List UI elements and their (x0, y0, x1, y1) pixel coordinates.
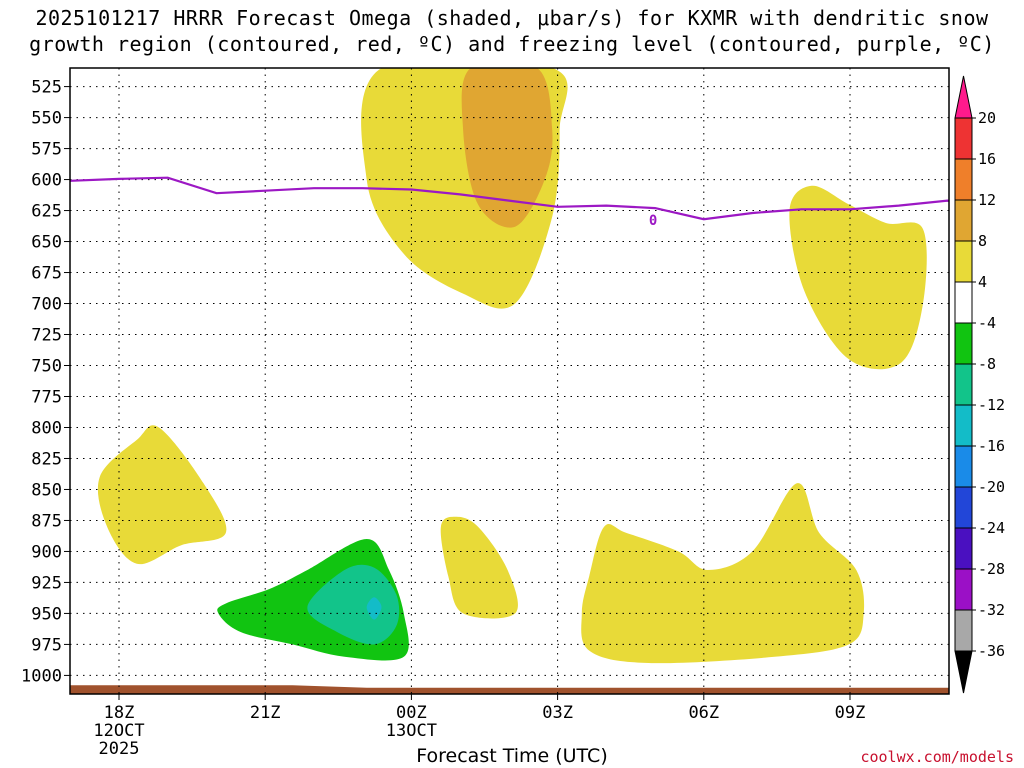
colorbar-segment-6 (954, 322, 973, 365)
y-tick-label-850: 850 (31, 480, 62, 500)
y-tick-label-925: 925 (31, 573, 62, 593)
omega-region-4-2 (789, 185, 927, 370)
y-tick-label-950: 950 (31, 604, 62, 624)
x-tick-label-21Z-0: 21Z (250, 703, 281, 723)
y-tick-label-600: 600 (31, 171, 62, 191)
x-tick-label-18Z-1: 12OCT (93, 721, 144, 741)
colorbar-label-7: -12 (978, 396, 1005, 414)
omega-region-4-9 (440, 516, 518, 619)
colorbar-label-2: 12 (978, 191, 996, 209)
colorbar-label-12: -32 (978, 601, 1005, 619)
y-tick-label-625: 625 (31, 202, 62, 222)
y-tick-label-875: 875 (31, 511, 62, 531)
gridlines (70, 68, 949, 694)
colorbar-segment-3 (954, 199, 973, 242)
y-tick-label-750: 750 (31, 357, 62, 377)
colorbar-segment-5 (954, 281, 973, 324)
colorbar-segment-8 (954, 404, 973, 447)
y-tick-label-900: 900 (31, 542, 62, 562)
colorbar-top-arrow (954, 75, 973, 119)
omega-region-neg8-7 (307, 564, 400, 645)
omega-region-4-5 (97, 425, 227, 565)
freezing-level-layer: 0 (70, 176, 949, 229)
x-tick-label-06Z-0: 06Z (688, 703, 719, 723)
site-credit: coolwx.com/models (860, 748, 1014, 766)
freezing-level-label: 0 (649, 213, 657, 229)
omega-region-neg12-8 (366, 597, 382, 620)
x-tick-label-03Z-0: 03Z (542, 703, 573, 723)
x-tick-label-18Z-0: 18Z (104, 703, 135, 723)
colorbar-label-1: 16 (978, 150, 996, 168)
x-tick-label-18Z-2: 2025 (99, 739, 140, 759)
colorbar-label-11: -28 (978, 560, 1005, 578)
omega-fields (70, 68, 949, 694)
colorbar-label-10: -24 (978, 519, 1005, 537)
y-tick-label-800: 800 (31, 418, 62, 438)
colorbar-segment-7 (954, 363, 973, 406)
colorbar-label-5: -4 (978, 314, 996, 332)
y-tick-label-975: 975 (31, 635, 62, 655)
colorbar-label-0: 20 (978, 109, 996, 127)
colorbar: 20 16 12 8 4 -4 -8 -12 -16 -20 -24 -28 -32 -36 (954, 75, 1005, 694)
y-tick-label-725: 725 (31, 326, 62, 346)
colorbar-segment-9 (954, 445, 973, 488)
colorbar-label-8: -16 (978, 437, 1005, 455)
omega-region-4-10 (581, 483, 865, 664)
y-tick-label-525: 525 (31, 78, 62, 98)
colorbar-label-13: -36 (978, 642, 1005, 660)
colorbar-bottom-arrow (954, 650, 973, 694)
x-tick-label-00Z-1: 13OCT (386, 721, 437, 741)
colorbar-label-3: 8 (978, 232, 987, 250)
y-axis: 525 550 575 600 625 650 675 700 725 750 775 800 825 8… (21, 78, 70, 686)
y-tick-label-575: 575 (31, 140, 62, 160)
colorbar-segment-1 (954, 117, 973, 160)
y-tick-label-700: 700 (31, 295, 62, 315)
plot-frame (69, 67, 950, 695)
omega-region-8-1 (461, 68, 553, 228)
y-tick-label-675: 675 (31, 264, 62, 284)
colorbar-segment-12 (954, 568, 973, 611)
y-tick-label-550: 550 (31, 109, 62, 129)
colorbar-segment-2 (954, 158, 973, 201)
freezing-level-line (70, 176, 949, 221)
x-tick-label-09Z-0: 09Z (835, 703, 866, 723)
y-tick-label-650: 650 (31, 233, 62, 253)
colorbar-segment-11 (954, 527, 973, 570)
colorbar-segment-13 (954, 609, 973, 652)
y-tick-label-1000: 1000 (21, 666, 62, 686)
chart-title-line-2: growth region (contoured, red, ºC) and f… (29, 32, 995, 56)
x-axis-label: Forecast Time (UTC) (416, 745, 608, 767)
colorbar-segment-4 (954, 240, 973, 283)
chart-title-line-1: 2025101217 HRRR Forecast Omega (shaded, … (35, 6, 989, 30)
ground-surface (70, 685, 949, 694)
colorbar-label-4: 4 (978, 273, 987, 291)
colorbar-label-9: -20 (978, 478, 1005, 496)
colorbar-segment-10 (954, 486, 973, 529)
y-tick-label-825: 825 (31, 449, 62, 469)
x-tick-label-00Z-0: 00Z (396, 703, 427, 723)
y-tick-label-775: 775 (31, 387, 62, 407)
colorbar-label-6: -8 (978, 355, 996, 373)
